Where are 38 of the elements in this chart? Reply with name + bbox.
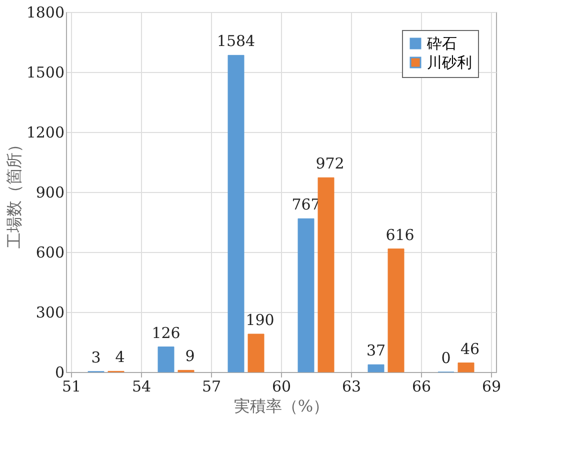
x-axis-title: 実積率（%）: [234, 396, 330, 416]
data-label: 3: [91, 348, 101, 366]
data-label: 46: [460, 340, 480, 358]
x-tick-label: 66: [412, 378, 432, 396]
y-tick-label: 600: [36, 244, 64, 262]
x-tick-label: 57: [202, 378, 222, 396]
data-label: 9: [185, 347, 195, 366]
legend-label: 川砂利: [427, 54, 472, 72]
data-label: 190: [246, 311, 274, 329]
y-tick-label: 300: [36, 304, 64, 322]
x-tick-label: 51: [62, 378, 82, 396]
y-tick-label: 1200: [26, 124, 64, 142]
data-label: 972: [316, 154, 344, 173]
y-tick-label: 1500: [26, 64, 64, 82]
y-tick-label: 1800: [26, 4, 64, 22]
bar: [368, 364, 384, 372]
bar: [458, 362, 474, 372]
bar: [228, 54, 244, 372]
x-tick-label: 54: [132, 378, 152, 396]
y-tick-label: 0: [54, 364, 64, 382]
data-label: 0: [441, 349, 451, 367]
x-tick-label: 63: [342, 378, 362, 396]
data-label: 37: [366, 342, 386, 360]
x-tick-label: 69: [482, 378, 502, 396]
bar: [248, 334, 264, 372]
y-tick-label: 900: [36, 184, 64, 202]
data-label: 767: [292, 196, 320, 214]
bar: [298, 218, 314, 372]
legend-label: 砕石: [426, 36, 457, 52]
bar: [318, 177, 334, 372]
x-tick-label: 60: [272, 378, 292, 396]
bar: [158, 346, 174, 372]
bar: [388, 248, 404, 372]
data-label: 4: [115, 348, 125, 366]
data-label: 616: [386, 226, 414, 244]
y-axis-title: 工場数（箇所）: [4, 136, 24, 248]
data-label: 1584: [216, 32, 256, 50]
data-label: 126: [152, 324, 180, 342]
